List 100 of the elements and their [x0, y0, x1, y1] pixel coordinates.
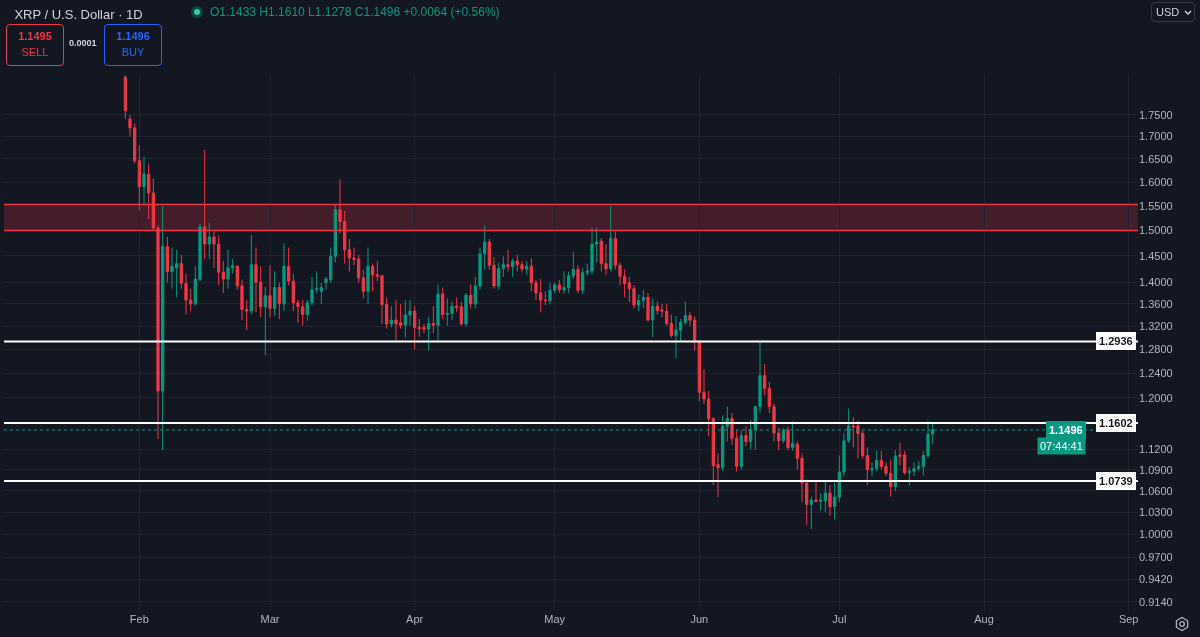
text: 1.1496 [116, 30, 150, 42]
candlestick [459, 301, 463, 327]
candlestick [511, 257, 515, 278]
candlestick [641, 289, 645, 309]
ref-line-label: 1.0739 [1099, 475, 1133, 487]
candlestick [562, 271, 566, 295]
candlestick [683, 301, 687, 326]
x-tick-label: May [544, 613, 566, 625]
candlestick [413, 305, 417, 350]
y-tick-label: 1.6500 [1139, 152, 1173, 165]
candlestick [744, 425, 748, 447]
y-tick-label: 1.2800 [1139, 343, 1173, 356]
candlestick [427, 316, 431, 352]
text: USD [1156, 6, 1180, 18]
x-tick-label: Mar [260, 613, 280, 625]
chart-title: XRP / U.S. Dollar · 1D [14, 6, 143, 22]
candlestick [431, 305, 435, 334]
ref-line-label: 1.2936 [1099, 335, 1133, 347]
y-tick-label: 1.3600 [1139, 297, 1173, 310]
y-tick-label: 0.9700 [1139, 551, 1173, 564]
candlestick [366, 247, 370, 305]
candlestick [501, 255, 505, 278]
y-tick-label: 0.9140 [1139, 595, 1173, 608]
candlestick [819, 492, 823, 512]
candlestick [165, 236, 169, 284]
candlestick [809, 495, 813, 530]
candlestick [277, 282, 281, 320]
candlestick [651, 297, 655, 338]
x-tick-label: Jun [690, 613, 709, 625]
x-tick-label: Apr [406, 613, 424, 625]
candlestick [557, 279, 561, 294]
y-tick-label: 1.4500 [1139, 249, 1173, 262]
candlestick [590, 226, 594, 276]
candlestick [581, 267, 585, 295]
candlestick [221, 260, 225, 294]
candlestick [763, 363, 767, 396]
y-tick-label: 1.2400 [1139, 367, 1173, 380]
x-tick-label: Aug [974, 613, 994, 625]
candlestick [497, 262, 501, 291]
text: O1.1433 H1.1610 L1.1278 C1.1496 +0.0064 (+0.56%) [210, 5, 500, 19]
x-tick-label: Feb [129, 613, 149, 625]
candlestick [786, 425, 790, 451]
candlestick [361, 268, 365, 299]
candlestick [287, 247, 291, 286]
ref-line-label: 1.1496 [1049, 424, 1083, 436]
candlestick [455, 296, 459, 313]
text: 1.1495 [18, 30, 52, 42]
x-tick-label: Sep [1118, 613, 1139, 625]
candlestick [441, 287, 445, 320]
candlestick [576, 264, 580, 294]
candlestick [571, 251, 575, 280]
candlestick [506, 249, 510, 273]
y-tick-label: 1.0900 [1139, 463, 1173, 476]
candlestick [669, 313, 673, 339]
candlestick [436, 283, 440, 342]
candlestick [371, 263, 375, 292]
y-tick-label: 0.9420 [1139, 573, 1173, 586]
x-tick-label: Jul [832, 613, 847, 625]
candlestick [282, 243, 286, 312]
y-tick-label: 1.5500 [1139, 199, 1173, 212]
candlestick [249, 234, 253, 315]
candlestick [525, 260, 529, 276]
y-tick-label: 1.6000 [1139, 175, 1173, 188]
y-tick-label: 1.0600 [1139, 484, 1173, 497]
text: BUY [121, 46, 145, 58]
y-tick-label: 1.2000 [1139, 391, 1173, 404]
candlestick [609, 205, 613, 273]
y-tick-label: 1.3200 [1139, 320, 1173, 333]
ref-line-label: 1.1602 [1099, 417, 1133, 429]
candlestick [123, 74, 127, 120]
candlestick [333, 203, 337, 264]
candlestick [674, 315, 678, 359]
candlestick [893, 449, 897, 492]
candlestick [865, 447, 869, 486]
candlestick [263, 286, 267, 356]
text: SELL [21, 46, 49, 58]
candlestick [646, 292, 650, 323]
y-tick-label: 1.0300 [1139, 506, 1173, 519]
y-tick-label: 1.7000 [1139, 130, 1173, 143]
candlestick [469, 283, 473, 309]
candlestick [142, 156, 146, 205]
candlestick [422, 323, 426, 334]
candlestick [814, 479, 818, 503]
candlestick [319, 282, 323, 305]
candlestick [637, 293, 641, 312]
candlestick [828, 484, 832, 517]
candlestick [394, 299, 398, 342]
y-tick-label: 1.7500 [1139, 108, 1173, 121]
candlestick [268, 264, 272, 318]
candlestick [856, 420, 860, 459]
candlestick [273, 271, 277, 317]
candlestick [543, 290, 547, 306]
y-tick-label: 1.1200 [1139, 443, 1173, 456]
candlestick [464, 292, 468, 327]
annotation: 07:44:41 [1040, 440, 1083, 452]
candlestick [823, 479, 827, 513]
candlestick [389, 305, 393, 328]
candlestick [548, 282, 552, 305]
text: 0.0001 [68, 38, 98, 48]
candlestick [833, 481, 837, 521]
